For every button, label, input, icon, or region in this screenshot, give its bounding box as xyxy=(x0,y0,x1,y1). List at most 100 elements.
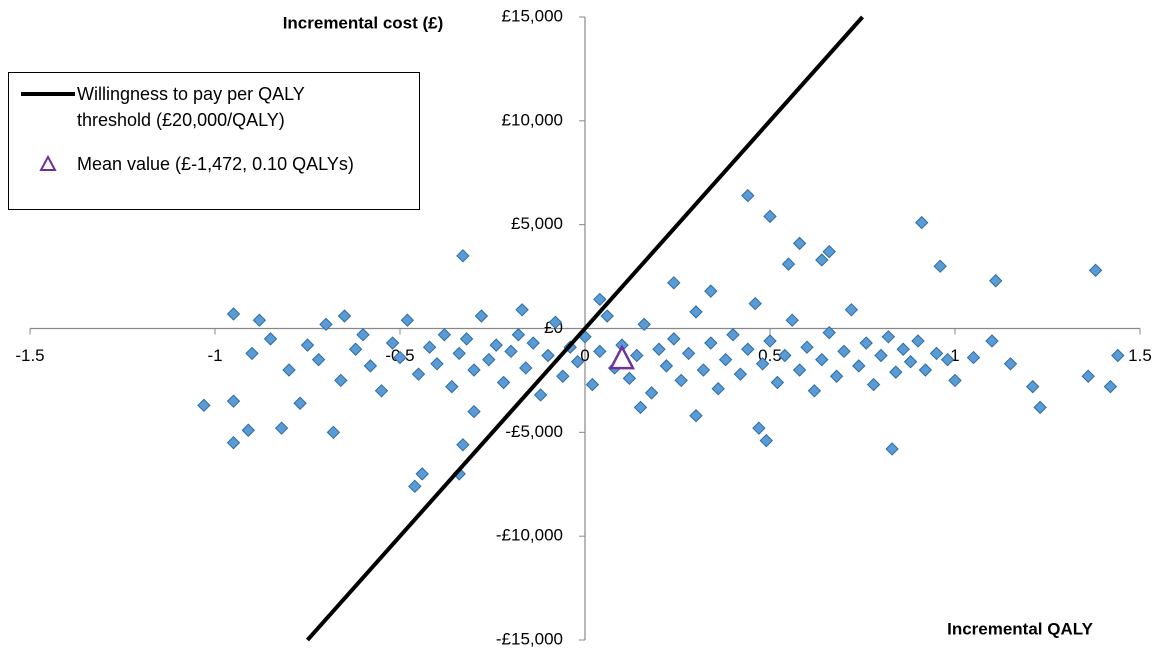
data-point xyxy=(733,367,748,381)
x-tick-label: -1.5 xyxy=(15,346,44,365)
data-point xyxy=(881,330,896,344)
data-point xyxy=(696,363,711,377)
data-point xyxy=(282,363,296,377)
legend-label: Mean value (£-1,472, 0.10 QALYs) xyxy=(77,154,354,174)
data-point xyxy=(748,296,762,311)
data-point xyxy=(704,336,718,350)
data-point xyxy=(759,433,774,448)
data-point xyxy=(326,425,341,440)
legend-entry: Mean value (£-1,472, 0.10 QALYs) xyxy=(19,151,354,177)
data-point xyxy=(482,352,496,367)
data-point xyxy=(948,373,962,388)
data-point xyxy=(807,384,822,398)
data-point xyxy=(374,384,389,398)
data-point xyxy=(770,375,785,390)
data-point xyxy=(408,479,422,494)
data-point xyxy=(593,292,607,307)
data-point xyxy=(437,328,452,342)
data-point xyxy=(293,396,307,410)
mean-marker xyxy=(608,344,636,370)
data-point xyxy=(245,346,259,361)
x-tick-label: 0 xyxy=(580,346,589,365)
data-point xyxy=(889,365,903,379)
data-point xyxy=(1003,357,1018,371)
legend-entry: Willingness to pay per QALY threshold (£… xyxy=(19,81,377,133)
data-point xyxy=(844,303,859,317)
data-point xyxy=(815,253,829,267)
data-point xyxy=(226,307,241,321)
data-point xyxy=(800,340,814,354)
data-point xyxy=(778,348,792,363)
data-point xyxy=(300,338,315,352)
data-point xyxy=(785,313,799,327)
data-point xyxy=(533,388,548,402)
data-point xyxy=(452,346,466,361)
data-point xyxy=(496,375,511,390)
data-point xyxy=(363,359,378,373)
data-point xyxy=(792,236,807,251)
data-point xyxy=(644,386,659,400)
legend-line xyxy=(21,92,75,96)
data-point xyxy=(526,336,540,350)
data-point xyxy=(504,344,518,359)
data-point xyxy=(511,328,526,342)
data-point xyxy=(726,328,740,342)
data-point xyxy=(815,352,829,367)
legend-marker xyxy=(39,154,57,171)
data-point xyxy=(415,467,429,481)
x-tick-label: 1.5 xyxy=(1128,346,1152,365)
data-point xyxy=(467,404,481,419)
data-point xyxy=(988,274,1003,288)
data-point xyxy=(519,361,533,375)
x-axis-title: Incremental QALY xyxy=(947,619,1093,638)
data-point xyxy=(263,332,278,346)
data-point xyxy=(622,371,637,386)
data-point xyxy=(689,305,703,319)
data-point xyxy=(630,348,644,363)
y-axis-title: Incremental cost (£) xyxy=(283,13,444,32)
legend-label: Willingness to pay per QALY threshold (£… xyxy=(77,84,305,130)
x-tick-label: -1 xyxy=(207,346,222,365)
data-point xyxy=(711,382,725,396)
data-point xyxy=(548,315,563,329)
data-point xyxy=(792,363,807,377)
data-point xyxy=(334,373,348,388)
data-point xyxy=(356,328,370,342)
data-point xyxy=(896,342,910,356)
data-point xyxy=(570,355,585,369)
data-point xyxy=(704,284,718,298)
data-point xyxy=(940,352,955,367)
data-point xyxy=(585,377,600,392)
data-point xyxy=(633,400,648,415)
data-point xyxy=(541,348,555,363)
y-tick-label: £10,000 xyxy=(502,110,563,129)
data-point xyxy=(718,352,733,367)
data-point xyxy=(752,421,766,435)
data-point xyxy=(456,249,470,263)
data-point xyxy=(393,350,407,365)
data-point xyxy=(311,352,326,367)
data-point xyxy=(467,363,481,377)
data-point xyxy=(667,332,681,346)
data-point xyxy=(781,257,796,271)
legend: Willingness to pay per QALY threshold (£… xyxy=(8,72,420,210)
y-tick-label: £5,000 xyxy=(511,214,563,233)
data-point xyxy=(430,357,444,371)
data-point xyxy=(885,442,899,456)
data-point xyxy=(226,436,241,450)
data-point xyxy=(859,336,873,350)
data-point xyxy=(556,369,570,383)
data-point xyxy=(456,438,470,452)
data-point xyxy=(929,346,944,361)
y-tick-label: £15,000 xyxy=(502,6,563,25)
data-point xyxy=(903,355,918,369)
data-point xyxy=(445,379,459,394)
data-point xyxy=(741,188,755,203)
data-point xyxy=(489,338,503,352)
data-point xyxy=(689,409,703,423)
data-point xyxy=(400,313,415,327)
data-point xyxy=(1025,379,1040,394)
data-point xyxy=(829,369,844,383)
data-point xyxy=(918,363,933,377)
